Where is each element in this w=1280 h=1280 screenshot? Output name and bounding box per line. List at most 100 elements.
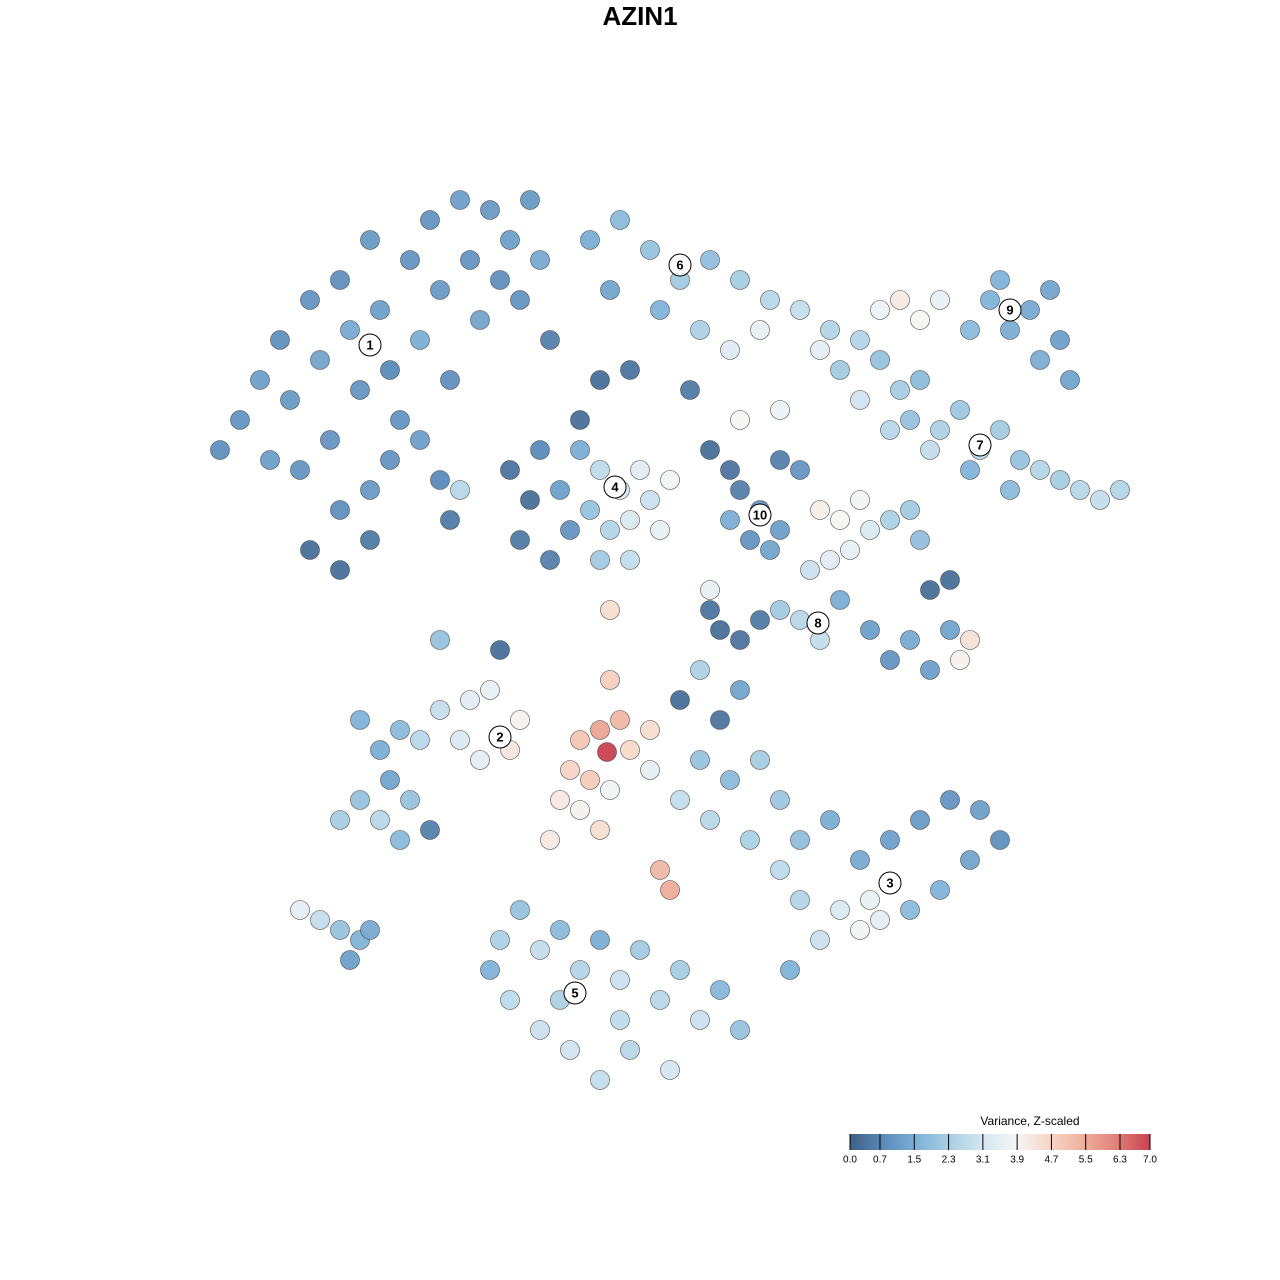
point — [490, 270, 510, 290]
point — [550, 480, 570, 500]
point — [1050, 330, 1070, 350]
point — [590, 550, 610, 570]
point — [830, 900, 850, 920]
point — [380, 770, 400, 790]
point — [260, 450, 280, 470]
point — [700, 440, 720, 460]
point — [970, 800, 990, 820]
point — [1000, 480, 1020, 500]
point — [500, 990, 520, 1010]
point — [580, 500, 600, 520]
point — [850, 920, 870, 940]
point — [350, 790, 370, 810]
point — [530, 250, 550, 270]
points — [210, 190, 1130, 1090]
point — [310, 910, 330, 930]
point — [730, 410, 750, 430]
colorbar-tick-label: 2.3 — [942, 1155, 956, 1166]
point — [300, 290, 320, 310]
cluster-marker — [603, 475, 627, 499]
point — [230, 410, 250, 430]
point — [410, 330, 430, 350]
point — [300, 540, 320, 560]
point — [690, 750, 710, 770]
cluster-label: 8 — [814, 615, 821, 630]
point — [910, 810, 930, 830]
point — [640, 760, 660, 780]
point — [650, 300, 670, 320]
point — [610, 1010, 630, 1030]
point — [370, 740, 390, 760]
point — [720, 340, 740, 360]
point — [770, 860, 790, 880]
point — [330, 560, 350, 580]
colorbar-tick-label: 0.0 — [843, 1155, 857, 1166]
point — [940, 620, 960, 640]
point — [880, 420, 900, 440]
point — [510, 290, 530, 310]
point — [730, 630, 750, 650]
point — [640, 720, 660, 740]
cluster-marker — [563, 981, 587, 1005]
point — [870, 300, 890, 320]
point — [840, 540, 860, 560]
point — [920, 660, 940, 680]
point — [880, 830, 900, 850]
point — [430, 280, 450, 300]
point — [790, 830, 810, 850]
point — [790, 460, 810, 480]
point — [670, 790, 690, 810]
point — [820, 810, 840, 830]
point — [500, 230, 520, 250]
point — [550, 790, 570, 810]
point — [410, 730, 430, 750]
point — [870, 910, 890, 930]
point — [900, 900, 920, 920]
cluster-label: 4 — [611, 479, 619, 494]
point — [640, 490, 660, 510]
point — [1040, 280, 1060, 300]
point — [340, 320, 360, 340]
cluster-label: 5 — [571, 985, 578, 1000]
point — [290, 460, 310, 480]
point — [900, 500, 920, 520]
point — [610, 970, 630, 990]
point — [660, 880, 680, 900]
point — [630, 460, 650, 480]
point — [940, 570, 960, 590]
colorbar-title: Variance, Z-scaled — [980, 1114, 1079, 1128]
point — [660, 1060, 680, 1080]
point — [360, 480, 380, 500]
point — [950, 650, 970, 670]
point — [570, 960, 590, 980]
point — [540, 330, 560, 350]
point — [730, 1020, 750, 1040]
point — [590, 1070, 610, 1090]
point — [720, 510, 740, 530]
point — [540, 830, 560, 850]
point — [650, 860, 670, 880]
point — [510, 710, 530, 730]
point — [850, 390, 870, 410]
point — [850, 850, 870, 870]
point — [330, 500, 350, 520]
point — [1030, 460, 1050, 480]
point — [450, 730, 470, 750]
point — [730, 480, 750, 500]
cluster-marker — [748, 503, 772, 527]
point — [490, 640, 510, 660]
point — [1090, 490, 1110, 510]
point — [830, 510, 850, 530]
point — [310, 350, 330, 370]
point — [860, 520, 880, 540]
point — [850, 490, 870, 510]
point — [380, 360, 400, 380]
point — [980, 290, 1000, 310]
point — [600, 520, 620, 540]
point — [940, 790, 960, 810]
point — [390, 830, 410, 850]
point — [830, 360, 850, 380]
point — [380, 450, 400, 470]
point — [930, 290, 950, 310]
point — [590, 820, 610, 840]
